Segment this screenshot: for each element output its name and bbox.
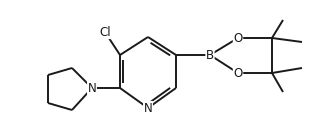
Text: O: O [233, 66, 242, 80]
Text: O: O [233, 32, 242, 45]
Text: N: N [88, 81, 96, 94]
Text: N: N [144, 102, 152, 115]
Text: Cl: Cl [99, 25, 111, 38]
Text: B: B [206, 48, 214, 61]
